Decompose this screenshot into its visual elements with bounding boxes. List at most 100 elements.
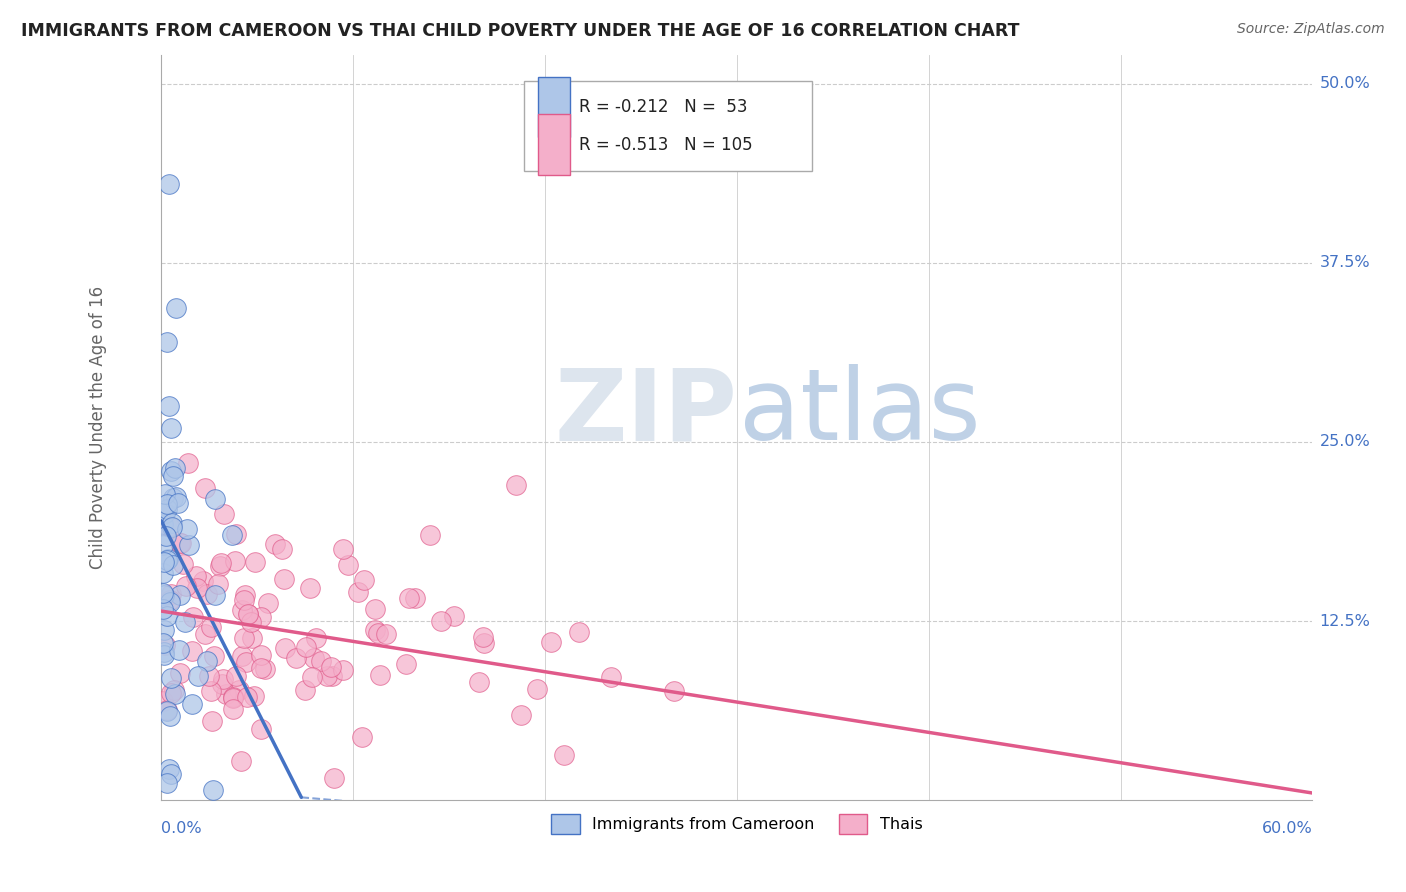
Point — [472, 630, 495, 644]
Point — [235, 656, 257, 670]
Point — [160, 519, 183, 533]
Point — [236, 607, 259, 621]
Point — [249, 648, 271, 662]
Point — [157, 177, 180, 191]
Point — [298, 581, 321, 595]
Point — [208, 559, 231, 574]
Text: atlas: atlas — [740, 364, 981, 461]
Text: ZIP: ZIP — [554, 364, 737, 461]
Point — [398, 591, 420, 606]
Point — [193, 574, 215, 588]
Legend: Immigrants from Cameroon, Thais: Immigrants from Cameroon, Thais — [544, 807, 929, 840]
Point — [165, 301, 187, 315]
Point — [170, 536, 193, 550]
Point — [152, 602, 174, 616]
Bar — [537, 77, 569, 137]
Point — [231, 649, 253, 664]
Point — [273, 641, 295, 656]
Point — [201, 782, 224, 797]
Point — [157, 551, 180, 566]
Text: 37.5%: 37.5% — [1319, 255, 1369, 270]
Bar — [537, 114, 569, 175]
Point — [225, 526, 247, 541]
Point — [319, 660, 342, 674]
Point — [540, 635, 562, 649]
Point — [167, 495, 190, 509]
Point — [202, 648, 225, 663]
Point — [162, 516, 184, 531]
Text: Source: ZipAtlas.com: Source: ZipAtlas.com — [1237, 22, 1385, 37]
Point — [201, 714, 224, 728]
Point — [174, 579, 197, 593]
Point — [304, 631, 326, 645]
Point — [162, 491, 184, 505]
Point — [156, 552, 179, 566]
Point — [238, 607, 260, 621]
Point — [212, 508, 235, 522]
Point — [367, 626, 389, 640]
Point — [152, 635, 174, 649]
Point — [468, 675, 491, 690]
Point — [157, 519, 180, 533]
Point — [195, 654, 218, 668]
Point — [257, 596, 280, 610]
Point — [156, 776, 179, 790]
Point — [404, 591, 426, 605]
Point — [157, 399, 180, 413]
Point — [200, 620, 222, 634]
Point — [332, 541, 354, 556]
Point — [232, 632, 254, 646]
Point — [243, 556, 266, 570]
Point — [183, 610, 205, 624]
Text: 50.0%: 50.0% — [1319, 77, 1371, 91]
Point — [301, 670, 323, 684]
Point — [187, 669, 209, 683]
Point — [176, 522, 198, 536]
Point — [553, 748, 575, 763]
Point — [221, 528, 243, 542]
Point — [181, 698, 204, 712]
Point — [152, 645, 174, 659]
Point — [229, 754, 252, 768]
Point — [160, 686, 183, 700]
Point — [204, 492, 226, 507]
Point — [156, 703, 179, 717]
Point — [249, 610, 271, 624]
Text: 0.0%: 0.0% — [162, 821, 202, 836]
Point — [177, 456, 200, 470]
Point — [526, 681, 548, 696]
Point — [152, 586, 174, 600]
Point — [231, 602, 253, 616]
Point — [186, 581, 208, 595]
Point — [322, 771, 344, 785]
Point — [153, 486, 176, 500]
Point — [472, 636, 495, 650]
Point — [156, 334, 179, 349]
Point — [321, 669, 343, 683]
Point — [153, 555, 176, 569]
Point — [215, 687, 238, 701]
Point — [198, 669, 221, 683]
Point — [160, 767, 183, 781]
Point — [568, 625, 591, 640]
Point — [163, 461, 186, 475]
Point — [240, 632, 263, 646]
Point — [160, 464, 183, 478]
Text: R = -0.513   N = 105: R = -0.513 N = 105 — [579, 136, 752, 153]
Point — [194, 481, 217, 495]
Point — [152, 694, 174, 708]
Text: 12.5%: 12.5% — [1319, 614, 1371, 629]
Point — [243, 689, 266, 703]
Point — [222, 702, 245, 716]
Point — [270, 541, 292, 556]
Point — [364, 602, 387, 616]
Point — [169, 588, 191, 602]
Point — [153, 506, 176, 520]
Point — [200, 684, 222, 698]
Point — [249, 661, 271, 675]
Point — [159, 671, 181, 685]
Text: 60.0%: 60.0% — [1261, 821, 1312, 836]
Point — [211, 677, 233, 691]
Point — [239, 615, 262, 630]
Point — [336, 558, 359, 573]
